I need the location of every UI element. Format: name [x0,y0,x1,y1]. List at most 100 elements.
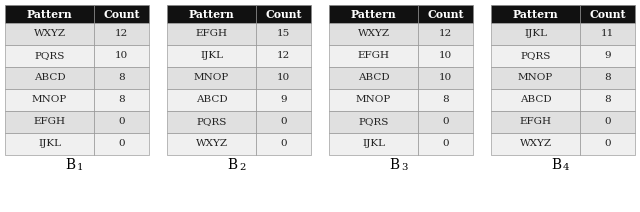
Bar [167,111,256,133]
Text: WXYZ: WXYZ [358,29,390,39]
Bar [419,5,473,23]
Text: ABCD: ABCD [358,74,390,82]
Bar [94,45,149,67]
Text: 4: 4 [563,163,570,173]
Text: 9: 9 [280,95,287,105]
Text: B: B [551,158,561,172]
Bar [5,23,94,45]
Bar [256,111,311,133]
Bar [491,111,580,133]
Text: EFGH: EFGH [358,52,390,60]
Text: 0: 0 [280,117,287,127]
Text: 10: 10 [439,74,452,82]
Bar [167,5,256,23]
Bar [419,111,473,133]
Text: 8: 8 [604,95,611,105]
Text: EFGH: EFGH [34,117,66,127]
Bar [5,89,94,111]
Text: 8: 8 [604,74,611,82]
Text: 11: 11 [601,29,614,39]
Text: Pattern: Pattern [513,8,559,20]
Text: EFGH: EFGH [196,29,228,39]
Text: 0: 0 [280,139,287,148]
Text: 0: 0 [604,117,611,127]
Text: 2: 2 [239,163,245,173]
Text: MNOP: MNOP [194,74,229,82]
Bar [167,89,256,111]
Bar [94,23,149,45]
Bar [94,5,149,23]
Bar [5,133,94,155]
Bar [329,89,419,111]
Bar [580,89,635,111]
Bar [329,45,419,67]
Bar [419,67,473,89]
Bar [94,133,149,155]
Bar [94,111,149,133]
Text: Count: Count [428,8,464,20]
Text: 10: 10 [277,74,291,82]
Bar [329,67,419,89]
Text: Count: Count [103,8,140,20]
Text: WXYZ: WXYZ [520,139,552,148]
Text: 3: 3 [401,163,408,173]
Text: PQRS: PQRS [520,52,551,60]
Text: 12: 12 [277,52,291,60]
Text: 8: 8 [118,95,125,105]
Bar [580,45,635,67]
Bar [329,23,419,45]
Text: 0: 0 [604,139,611,148]
Text: IJKL: IJKL [524,29,547,39]
Bar [491,89,580,111]
Text: 0: 0 [442,117,449,127]
Text: PQRS: PQRS [358,117,389,127]
Bar [94,89,149,111]
Text: MNOP: MNOP [518,74,553,82]
Text: B: B [227,158,237,172]
Bar [5,5,94,23]
Text: IJKL: IJKL [362,139,385,148]
Text: IJKL: IJKL [200,52,223,60]
Bar [419,133,473,155]
Text: ABCD: ABCD [34,74,65,82]
Bar [329,111,419,133]
Text: WXYZ: WXYZ [196,139,228,148]
Text: 8: 8 [118,74,125,82]
Text: MNOP: MNOP [32,95,67,105]
Bar [491,133,580,155]
Bar [256,67,311,89]
Bar [580,133,635,155]
Bar [256,23,311,45]
Bar [580,67,635,89]
Bar [256,5,311,23]
Text: EFGH: EFGH [520,117,552,127]
Bar [167,23,256,45]
Text: 1: 1 [77,163,83,173]
Bar [5,111,94,133]
Bar [329,5,419,23]
Text: MNOP: MNOP [356,95,391,105]
Text: 8: 8 [442,95,449,105]
Bar [329,133,419,155]
Text: 0: 0 [118,139,125,148]
Bar [167,67,256,89]
Text: 12: 12 [115,29,128,39]
Bar [5,45,94,67]
Bar [167,45,256,67]
Bar [256,89,311,111]
Text: IJKL: IJKL [38,139,61,148]
Text: 10: 10 [439,52,452,60]
Bar [491,23,580,45]
Bar [580,5,635,23]
Bar [580,23,635,45]
Text: WXYZ: WXYZ [33,29,66,39]
Text: PQRS: PQRS [35,52,65,60]
Text: B: B [389,158,399,172]
Text: 10: 10 [115,52,128,60]
Bar [419,23,473,45]
Bar [491,45,580,67]
Text: Count: Count [266,8,302,20]
Bar [491,67,580,89]
Text: 0: 0 [118,117,125,127]
Bar [94,67,149,89]
